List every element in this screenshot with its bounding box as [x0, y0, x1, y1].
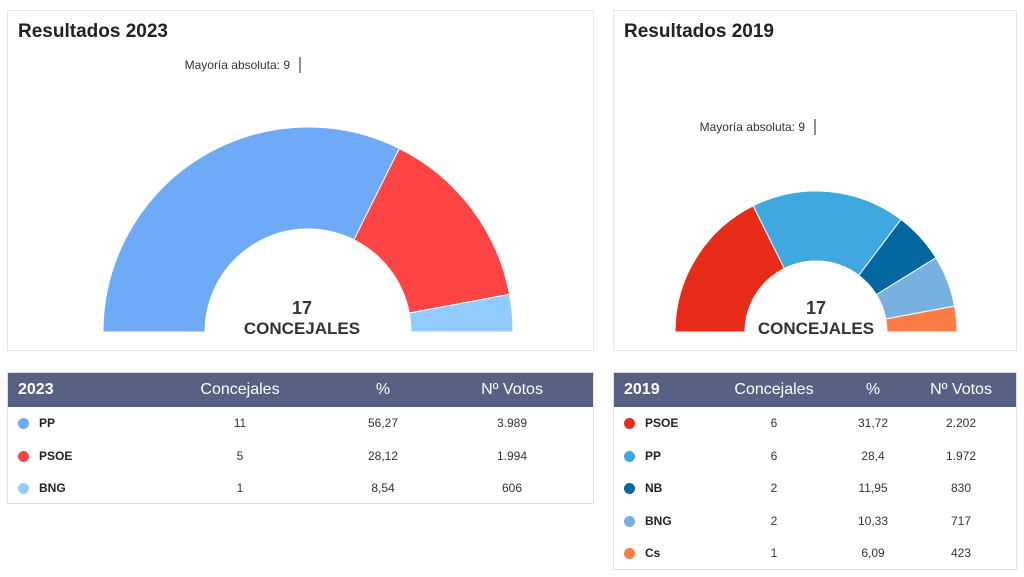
seat-slice-cs[interactable] — [885, 305, 958, 333]
party-color-dot — [18, 450, 29, 462]
party-color-dot — [624, 418, 635, 429]
seat-slice-pp[interactable] — [102, 126, 401, 333]
results-2023-title: Resultados 2023 — [18, 21, 168, 42]
results-2019-chart: Mayoría absoluta: 9 17 CONCEJALES — [674, 119, 958, 338]
percent-cell: 11,95 — [858, 481, 888, 495]
votes-cell: 606 — [501, 481, 523, 495]
total-seats-label: CONCEJALES — [244, 319, 360, 338]
results-2019-title: Resultados 2019 — [624, 21, 774, 42]
party-color-dot — [624, 450, 635, 462]
party-name: PP — [645, 448, 662, 463]
votes-cell: 3.989 — [496, 416, 528, 430]
party-name: PSOE — [39, 448, 73, 463]
table-header-percent: % — [865, 381, 881, 398]
party-name: PSOE — [645, 416, 679, 430]
votes-cell: 717 — [950, 513, 972, 528]
votes-cell: 2.202 — [945, 416, 977, 430]
percent-cell: 28,4 — [861, 448, 885, 463]
seats-cell: 2 — [770, 513, 778, 528]
party-name: PP — [39, 416, 56, 430]
table-row: PP 11 56,27 3.989 — [8, 407, 593, 440]
table-header-seats: Concejales — [734, 381, 814, 398]
percent-cell: 6,09 — [861, 546, 885, 560]
party-name: Cs — [645, 546, 661, 560]
majority-label: Mayoría absoluta: 9 — [700, 120, 806, 134]
party-color-dot — [18, 418, 29, 429]
seats-cell: 6 — [770, 416, 778, 430]
votes-cell: 830 — [950, 481, 972, 495]
total-seats-number: 17 — [806, 298, 826, 318]
votes-cell: 1.972 — [945, 448, 977, 463]
table-header: 2023 Concejales % Nº Votos — [8, 373, 593, 407]
results-2023-card: Resultados 2023 Mayoría absoluta: 9 17 C… — [7, 10, 594, 351]
party-name: BNG — [39, 481, 66, 495]
table-row: PP 6 28,4 1.972 — [614, 440, 1016, 473]
party-name: BNG — [645, 513, 672, 528]
results-2023-table: 2023 Concejales % Nº Votos PP 11 56,27 3.98… — [7, 372, 594, 504]
party-color-dot — [18, 483, 29, 494]
percent-cell: 56,27 — [367, 416, 399, 430]
results-2023-chart: Mayoría absoluta: 9 17 CONCEJALES — [102, 57, 514, 338]
seats-cell: 1 — [770, 546, 778, 560]
results-2019-table: 2019 Concejales % Nº Votos PSOE 6 31,72 2.2… — [613, 372, 1017, 570]
total-seats-label: CONCEJALES — [758, 319, 874, 338]
votes-cell: 423 — [950, 546, 972, 560]
seats-cell: 1 — [236, 481, 244, 495]
seats-cell: 11 — [233, 416, 247, 430]
table-header-year: 2019 — [624, 381, 660, 398]
table-row: PSOE 6 31,72 2.202 — [614, 407, 1016, 440]
percent-cell: 31,72 — [857, 416, 889, 430]
party-color-dot — [624, 515, 635, 527]
party-color-dot — [624, 548, 635, 559]
seats-cell: 2 — [770, 481, 778, 495]
table-row: NB 2 11,95 830 — [614, 472, 1016, 505]
votes-cell: 1.994 — [496, 448, 528, 463]
results-2019-card: Resultados 2019 Mayoría absoluta: 9 17 C… — [613, 10, 1017, 351]
table-header: 2019 Concejales % Nº Votos — [614, 373, 1016, 407]
percent-cell: 8,54 — [371, 481, 395, 495]
party-name: NB — [645, 481, 663, 495]
percent-cell: 28,12 — [367, 448, 399, 463]
seat-slice-bng[interactable] — [408, 293, 514, 333]
table-header-votes: Nº Votos — [481, 381, 543, 398]
table-row: BNG 2 10,33 717 — [614, 505, 1016, 538]
table-row: Cs 1 6,09 423 — [614, 537, 1016, 570]
total-seats-number: 17 — [292, 298, 312, 318]
party-color-dot — [624, 483, 635, 494]
seats-cell: 6 — [770, 448, 778, 463]
percent-cell: 10,33 — [857, 513, 889, 528]
majority-label: Mayoría absoluta: 9 — [185, 58, 291, 72]
table-row: PSOE 5 28,12 1.994 — [8, 440, 593, 473]
seats-cell: 5 — [236, 448, 244, 463]
table-header-seats: Concejales — [200, 381, 280, 398]
table-header-year: 2023 — [18, 381, 54, 398]
table-header-percent: % — [375, 381, 391, 398]
table-row: BNG 1 8,54 606 — [8, 472, 593, 505]
table-header-votes: Nº Votos — [930, 381, 992, 398]
